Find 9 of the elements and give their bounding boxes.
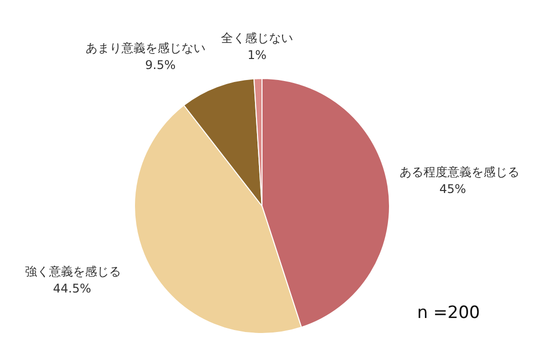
data-label: 44.5%	[53, 282, 92, 296]
slice-label: あまり意義を感じない	[86, 41, 206, 56]
data-label: 9.5%	[145, 58, 176, 72]
slice-label: 強く意義を感じる	[25, 264, 122, 279]
data-label: 45%	[439, 182, 466, 196]
data-label: 1%	[247, 48, 267, 62]
text: n =200	[417, 303, 480, 323]
slice-label: 全く感じない	[220, 30, 293, 45]
slice-label: ある程度意義を感じる	[399, 165, 520, 180]
